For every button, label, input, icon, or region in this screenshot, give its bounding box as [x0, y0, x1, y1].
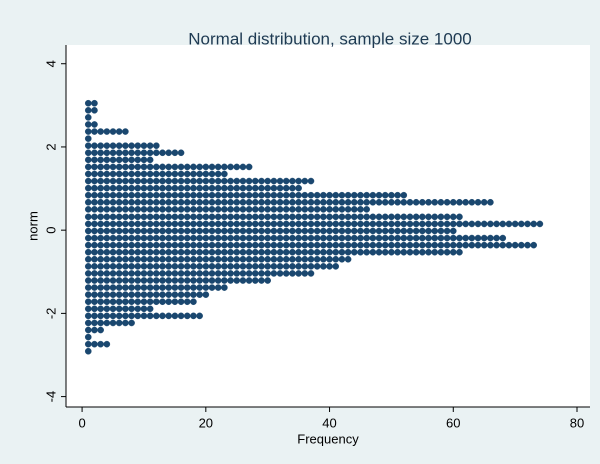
x-tick-label: 0 [78, 415, 85, 430]
dot-row [84, 163, 253, 171]
x-tick-label: 80 [570, 415, 584, 430]
y-tick-label: 2 [43, 143, 58, 150]
y-tick-label: 4 [43, 60, 58, 67]
chart-title: Normal distribution, sample size 1000 [188, 29, 471, 48]
dot-row [84, 206, 370, 213]
dot-row [84, 291, 210, 298]
dot-row [84, 227, 457, 235]
dot-row [84, 149, 185, 156]
dot-row [84, 213, 463, 221]
dot-row [84, 170, 228, 178]
dot-row [84, 248, 463, 256]
dot-row [84, 107, 98, 114]
dot-row [84, 340, 111, 348]
y-tick-label: 0 [43, 227, 58, 234]
dot-row [84, 270, 315, 277]
dot-row [84, 298, 197, 305]
dot-row [84, 305, 154, 313]
dot-row [84, 234, 507, 242]
dot-row [84, 220, 544, 228]
dot-row [84, 184, 302, 192]
dot-row [84, 142, 160, 149]
dot-row [84, 191, 408, 199]
dot-row [84, 284, 228, 291]
dot-row [84, 121, 98, 128]
dot-row [84, 128, 129, 135]
dot-row [84, 263, 340, 270]
dot-row [84, 319, 135, 327]
x-tick-label: 60 [446, 415, 460, 430]
dot-row [84, 100, 98, 107]
dot-row [84, 277, 271, 284]
x-tick-label: 40 [322, 415, 336, 430]
dot-row [84, 348, 92, 355]
y-axis-label: norm [25, 211, 40, 241]
dot-row [84, 199, 494, 206]
dot-row [84, 114, 92, 121]
dot-row [84, 312, 203, 320]
dot-row [84, 326, 104, 334]
x-axis-label: Frequency [297, 431, 359, 446]
dot-row [84, 156, 154, 164]
dot-row [84, 333, 92, 341]
x-tick-label: 20 [199, 415, 213, 430]
dot-row [84, 135, 92, 142]
dot-row [84, 177, 315, 185]
y-tick-label: -4 [43, 391, 58, 403]
y-tick-label: -2 [43, 308, 58, 320]
dot-row [84, 241, 538, 249]
dot-row [84, 256, 352, 263]
